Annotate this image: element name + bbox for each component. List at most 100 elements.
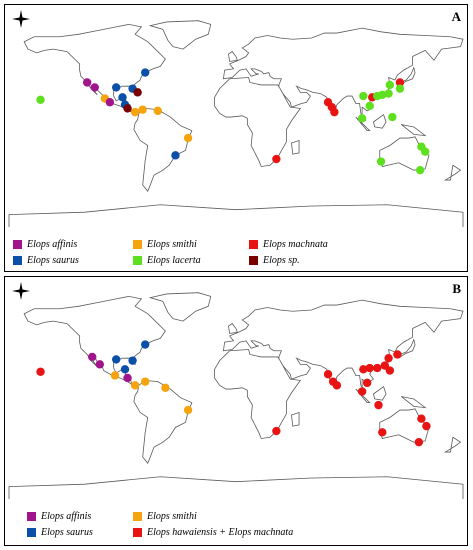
land-polygon	[373, 385, 387, 401]
land-polygon	[148, 292, 212, 322]
occurrence-point-smithi	[153, 106, 163, 116]
land-polygon	[443, 164, 462, 181]
panel-letter: B	[452, 281, 461, 296]
map-panel-a: A Elops affinis Elops smithi Elops machn…	[4, 4, 468, 272]
legend-label: Elops smithi	[147, 511, 197, 522]
legend-swatch	[133, 528, 142, 537]
land-polygon	[291, 411, 300, 427]
occurrence-point-saurus	[118, 93, 127, 102]
occurrence-point-machnata	[323, 370, 333, 379]
land-polygon	[373, 113, 387, 129]
legend-label: Elops hawaiensis + Elops machnata	[147, 527, 294, 538]
legend: Elops affinis Elops smithi Elops machnat…	[5, 233, 467, 269]
occurrence-point-smithi	[130, 107, 140, 117]
occurrence-point-saurus	[171, 151, 180, 160]
occurrence-point-machnata	[36, 367, 45, 376]
legend-item-saurus: Elops saurus	[13, 255, 79, 266]
occurrence-point-affinis	[105, 98, 115, 107]
legend-label: Elops affinis	[41, 511, 92, 522]
legend-item-lacerta: Elops lacerta	[133, 255, 201, 266]
occurrence-point-affinis	[82, 78, 92, 87]
occurrence-point-machnata	[357, 387, 367, 396]
occurrence-point-smithi	[141, 377, 150, 386]
legend-label: Elops sp.	[263, 255, 300, 266]
legend-swatch	[133, 512, 142, 521]
occurrence-point-lacerta	[385, 80, 395, 90]
world-map	[8, 20, 464, 227]
occurrence-point-lacerta	[384, 89, 393, 98]
occurrence-point-saurus	[141, 340, 150, 349]
land-polygon	[291, 139, 300, 155]
map-panel-b: B Elops affinis Elops smithi Elops sauru…	[4, 276, 468, 546]
occurrence-point-lacerta	[415, 165, 425, 175]
land-polygon	[23, 24, 166, 116]
compass-icon	[12, 282, 30, 300]
occurrence-point-lacerta	[420, 147, 430, 156]
occurrence-point-smithi	[130, 381, 140, 390]
occurrence-point-lacerta	[388, 112, 397, 122]
world-map	[8, 292, 464, 499]
occurrence-point-smithi	[183, 133, 193, 143]
land-polygon	[8, 204, 464, 227]
legend-item-machnata: Elops machnata	[249, 239, 328, 250]
legend-label: Elops machnata	[263, 239, 328, 250]
legend-item-affinis: Elops affinis	[13, 239, 77, 250]
legend-label: Elops saurus	[41, 527, 93, 538]
legend-item-smithi: Elops smithi	[133, 511, 197, 522]
occurrence-point-machnata	[422, 421, 431, 431]
legend-label: Elops lacerta	[147, 255, 201, 266]
occurrence-point-machnata	[414, 437, 424, 447]
occurrence-point-machnata	[385, 366, 395, 375]
occurrence-point-affinis	[123, 373, 132, 383]
legend: Elops affinis Elops smithi Elops saurus …	[5, 505, 467, 543]
occurrence-point-machnata	[330, 107, 339, 117]
land-polygon	[227, 323, 238, 334]
legend-swatch	[13, 240, 22, 249]
occurrence-point-lacerta	[376, 157, 386, 166]
occurrence-point-lacerta	[395, 84, 405, 93]
occurrence-point-machnata	[272, 154, 281, 164]
land-masses	[8, 20, 464, 227]
legend-swatch	[27, 512, 36, 521]
occurrence-point-machnata	[332, 381, 342, 390]
occurrence-point-lacerta	[378, 90, 387, 100]
legend-item-machnata: Elops hawaiensis + Elops machnata	[133, 527, 293, 538]
occurrence-point-lacerta	[365, 101, 374, 111]
land-polygon	[8, 476, 464, 499]
occurrence-point-sp	[133, 88, 142, 97]
land-polygon	[379, 136, 430, 171]
occurrence-point-affinis	[95, 360, 105, 369]
land-polygon	[214, 77, 302, 167]
land-polygon	[148, 20, 212, 50]
occurrence-point-lacerta	[359, 91, 368, 101]
occurrence-point-machnata	[272, 426, 281, 436]
occurrence-point-machnata	[417, 414, 426, 423]
legend-swatch	[133, 256, 142, 265]
occurrence-point-machnata	[393, 350, 402, 359]
occurrence-point-machnata	[373, 363, 382, 373]
land-polygon	[133, 379, 193, 464]
legend-swatch	[249, 240, 258, 249]
legend-item-smithi: Elops smithi	[133, 239, 197, 250]
legend-swatch	[27, 528, 36, 537]
legend-item-affinis: Elops affinis	[27, 511, 91, 522]
occurrence-point-smithi	[110, 371, 120, 380]
land-polygon	[443, 436, 462, 453]
occurrence-point-machnata	[359, 365, 368, 374]
occurrence-point-machnata	[362, 378, 372, 388]
occurrence-point-affinis	[90, 83, 99, 92]
land-polygon	[214, 349, 302, 439]
occurrence-point-lacerta	[357, 114, 367, 123]
panel-letter: A	[451, 9, 461, 24]
land-polygon	[133, 107, 193, 192]
legend-swatch	[249, 256, 258, 265]
occurrence-point-saurus	[111, 355, 121, 364]
legend-swatch	[133, 240, 142, 249]
land-polygon	[379, 408, 430, 443]
legend-label: Elops smithi	[147, 239, 197, 250]
legend-label: Elops saurus	[27, 255, 79, 266]
occurrence-point-saurus	[128, 356, 137, 365]
occurrence-point-machnata	[395, 78, 405, 87]
land-polygon	[400, 396, 427, 409]
occurrence-point-smithi	[183, 405, 193, 415]
